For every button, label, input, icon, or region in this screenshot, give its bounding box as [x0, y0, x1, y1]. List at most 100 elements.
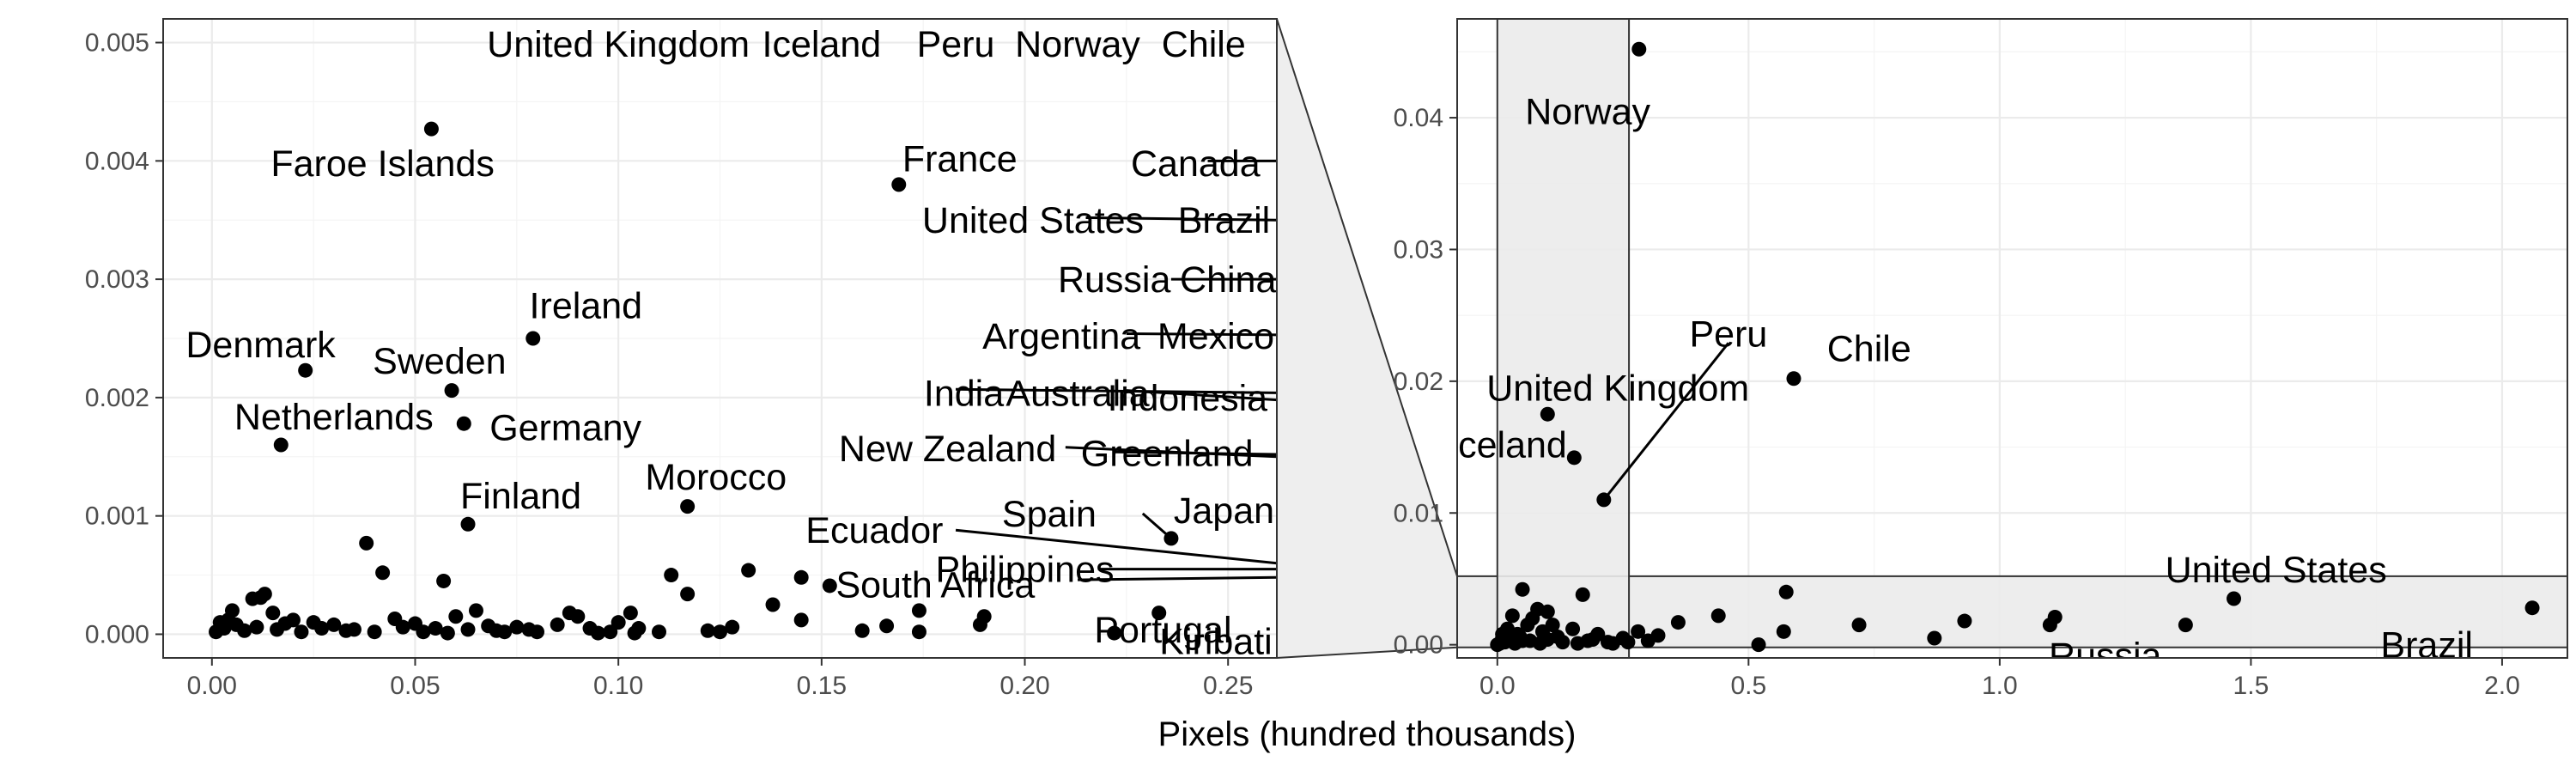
data-point: [209, 624, 224, 640]
data-point: [854, 623, 870, 638]
point-label: Argentina: [982, 316, 1140, 357]
data-point: [428, 621, 443, 636]
data-point: [1640, 633, 1656, 648]
data-point: [1107, 625, 1122, 641]
leader-line: [1602, 342, 1730, 501]
data-point: [1670, 615, 1686, 630]
main-x-tick-label: 0.20: [999, 672, 1049, 700]
point-label: Denmark: [185, 325, 336, 366]
zoom-connector: [1276, 18, 1458, 659]
data-point: [440, 625, 455, 641]
point-label: Japan: [1174, 490, 1274, 532]
data-point: [1565, 621, 1581, 636]
main-points: [209, 121, 1179, 641]
main-x-tick-label: 0.25: [1203, 672, 1253, 700]
data-point: [1500, 633, 1516, 648]
data-point-labeled: [273, 437, 289, 453]
main-y-tick-label: 0.004: [85, 147, 149, 175]
data-point: [326, 617, 342, 632]
main-y-tick-label: 0.003: [85, 265, 149, 294]
zoom-vertical-band: [1496, 19, 1631, 658]
zoom-x-tick-label: 1.0: [1982, 672, 2018, 700]
main-x-tick-label: 0.10: [593, 672, 643, 700]
data-point: [1163, 531, 1179, 546]
main-x-tick-label: 0.05: [390, 672, 440, 700]
data-point: [651, 624, 666, 640]
data-point: [1776, 624, 1791, 639]
point-label: Faroe Islands: [270, 143, 495, 185]
data-point-labeled: [891, 177, 907, 192]
point-label: United States: [2166, 550, 2387, 591]
data-point: [879, 618, 895, 634]
data-point: [294, 624, 309, 640]
point-label: Spain: [1002, 494, 1097, 535]
data-point: [1540, 604, 1555, 619]
point-label: Ecuador: [805, 510, 943, 551]
data-point: [1540, 632, 1555, 648]
point-label: Kiribati: [1159, 622, 1272, 663]
point-label: Morocco: [645, 457, 787, 498]
data-point: [603, 624, 618, 640]
data-point: [550, 617, 565, 632]
data-point: [1957, 613, 1972, 629]
zoom-x-tick-label: 0.5: [1730, 672, 1766, 700]
point-label: Sweden: [373, 341, 506, 382]
main-y-tick-label: 0.000: [85, 620, 149, 648]
point-label: Norway: [1015, 24, 1140, 65]
data-point: [468, 603, 483, 618]
leader-line: [955, 528, 1277, 565]
data-point: [338, 623, 354, 638]
data-point: [367, 624, 382, 640]
point-label: Indonesia: [1108, 378, 1268, 419]
data-point: [713, 624, 727, 640]
data-point: [277, 616, 293, 631]
point-label: Iceland: [1448, 424, 1567, 466]
data-point: [237, 623, 252, 638]
zoom-x-tick-label: 0.0: [1479, 672, 1516, 700]
point-label: Chile: [1827, 329, 1911, 370]
data-point: [1620, 635, 1636, 650]
zoom-connector-top: [1276, 18, 1458, 577]
data-point-labeled: [298, 362, 313, 378]
data-point: [249, 619, 264, 635]
data-point-labeled: [444, 383, 459, 399]
point-label: Greenland: [1081, 434, 1254, 475]
data-point-labeled: [2178, 618, 2193, 633]
data-point-labeled: [526, 331, 541, 346]
zoom-panel: Norway Chile Peru United Kingdom Iceland Unit…: [1394, 18, 2568, 700]
data-point: [664, 568, 679, 583]
data-point: [1751, 637, 1766, 653]
main-panel-border: [162, 18, 1278, 659]
data-point: [395, 619, 410, 635]
zoom-connector-bottom: [1276, 646, 1458, 659]
point-label: Netherlands: [234, 397, 434, 438]
data-point: [1631, 624, 1646, 639]
data-point: [725, 619, 740, 635]
data-point: [1515, 581, 1530, 597]
main-y-tick-label: 0.005: [85, 29, 149, 58]
data-point-labeled: [423, 121, 439, 137]
data-point: [1585, 632, 1601, 648]
main-x-tick-label: 0.15: [797, 672, 847, 700]
data-point: [570, 609, 586, 624]
data-point: [2042, 618, 2057, 633]
data-point-labeled: [1778, 584, 1794, 600]
data-point-labeled: [460, 516, 476, 532]
data-point: [700, 623, 715, 638]
data-point-labeled: [1631, 41, 1647, 57]
point-label: Ireland: [530, 285, 642, 326]
leader-line: [1126, 332, 1277, 337]
point-label: France: [902, 139, 1018, 180]
data-point: [582, 621, 598, 636]
point-label: Russia: [1058, 259, 1171, 301]
point-label: United Kingdom: [487, 24, 750, 65]
data-point: [497, 624, 513, 640]
data-point: [793, 612, 809, 628]
zoom-y-tick-label: 0.00: [1394, 631, 1443, 660]
zoom-panel-background: [1457, 19, 2567, 658]
point-label: South Africa: [835, 565, 1035, 606]
data-point: [460, 622, 476, 637]
data-point: [623, 606, 638, 621]
point-label: Canada: [1131, 143, 1261, 185]
